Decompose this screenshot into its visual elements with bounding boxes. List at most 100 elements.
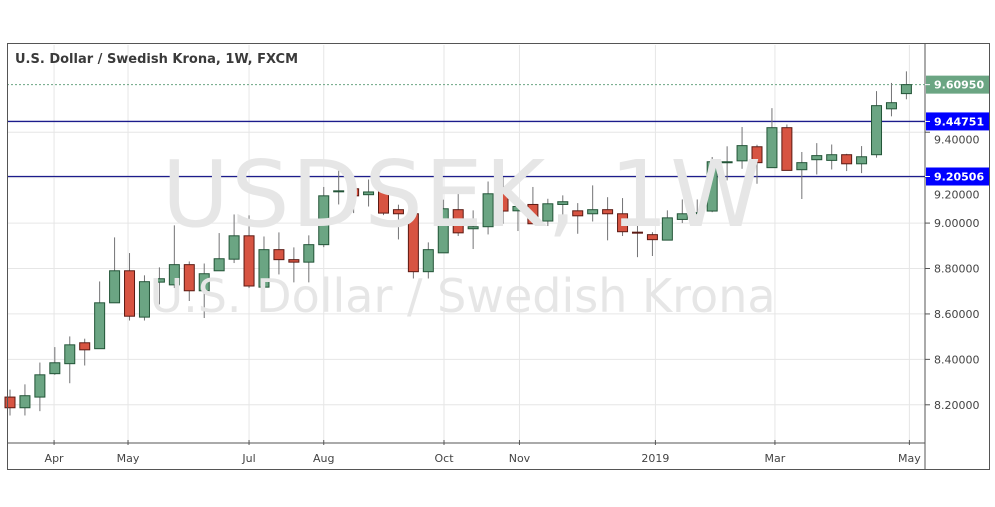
candle [378,186,389,216]
candle-body [333,190,345,193]
candle-body [407,213,419,273]
candle-body [587,209,599,215]
candle [19,384,31,416]
candle [781,124,793,171]
x-tick-label: Nov [509,452,531,465]
candle-body [288,259,300,263]
x-tick-label: May [117,452,140,465]
candle-body [348,188,360,197]
candle-body [497,191,509,212]
level-price-label-bg [926,167,989,186]
candle [109,237,121,304]
candle-body [392,209,404,215]
candle [871,91,883,158]
candle-body [885,102,897,110]
candle [497,176,509,224]
candle-body [228,235,240,260]
candle [363,179,375,207]
y-tick-label: 8.60000 [934,308,980,321]
candle-body [900,84,912,95]
candle [826,144,838,170]
watermark-symbol: USDSEK, 1W [161,141,764,248]
candle-body [871,105,883,156]
level-price-label: 9.20506 [934,171,984,184]
candle [706,156,718,213]
y-tick-label: 8.80000 [934,263,980,276]
candle-body [258,249,270,288]
watermark-name: U.S. Dollar / Swedish Krona [149,269,776,323]
candle [124,253,136,321]
x-tick-label: May [898,452,921,465]
candle-body [243,235,255,287]
candle [213,233,225,272]
y-tick-label: 9.40000 [934,133,980,146]
candle [4,389,16,416]
x-tick-label: Mar [765,452,786,465]
candle-body [602,209,614,215]
candle-body [766,127,778,169]
candle-body [79,342,91,351]
candle [303,235,315,283]
candle-body [124,270,136,317]
level-price-label: 9.44751 [934,115,984,128]
candle-body [856,156,868,165]
candle-body [512,205,524,212]
x-tick-label: Oct [434,452,454,465]
candle-body [736,145,748,162]
candle [602,197,614,241]
candle-body [721,161,733,164]
candle-body [19,395,31,409]
candle [811,143,823,175]
candle-body [198,273,210,292]
candle [676,199,688,224]
candle-body [617,213,629,233]
candle [333,166,345,205]
candle-body [303,244,315,263]
candle-body [138,281,150,318]
candle [452,189,464,237]
candle [94,281,106,350]
x-tick-label: Jul [241,452,255,465]
candle [183,261,195,301]
candle [422,242,434,279]
candle [841,153,853,172]
chart-frame [7,43,990,470]
candle [557,195,569,223]
candle [691,199,703,221]
candle [64,336,76,384]
candle-body [661,217,673,241]
candle-body [751,146,763,164]
candle-body [646,234,658,241]
candle [736,126,748,169]
candle [646,232,658,257]
candle [721,146,733,181]
candle [751,144,763,184]
candle-body [796,162,808,171]
candle-body [557,201,569,205]
candle-body [811,155,823,161]
last-price-label-bg [926,75,989,94]
candle [467,210,479,249]
candle-body [213,258,225,272]
candle-body [527,203,539,225]
y-tick-label: 8.20000 [934,399,980,412]
candle [243,215,255,289]
candle [766,108,778,169]
candle-body [482,193,494,228]
candle [348,177,360,214]
candle [437,199,449,254]
candle-body [109,270,121,304]
candle-body [422,249,434,273]
x-tick-label: Aug [313,452,334,465]
x-tick-label: 2019 [641,452,669,465]
candle-body [826,154,838,161]
level-price-label-bg [926,112,989,131]
candle-body [631,231,643,234]
candle [512,200,524,232]
candle-body [467,226,479,230]
candle-body [94,302,106,350]
chart-title: U.S. Dollar / Swedish Krona, 1W, FXCM [15,52,299,67]
candle-body [4,396,16,409]
candle [900,71,912,100]
